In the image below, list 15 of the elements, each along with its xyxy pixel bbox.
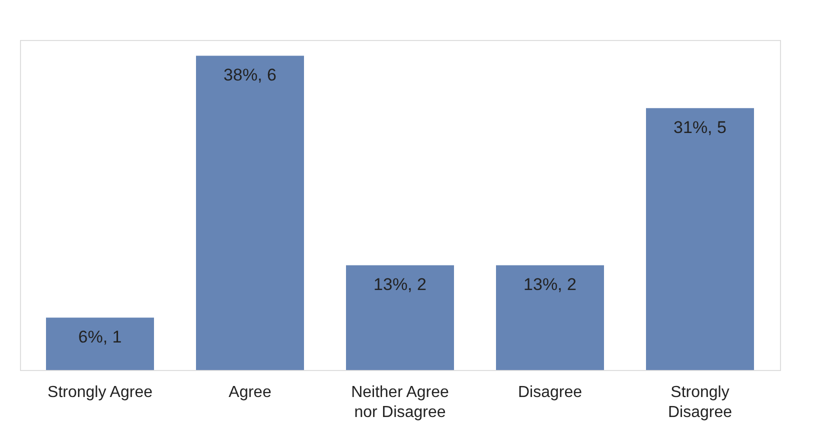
data-label: 38%, 6 [224,66,276,85]
x-tick-label: Disagree [518,384,582,401]
data-label: 13%, 2 [524,275,576,294]
data-label: 31%, 5 [674,118,726,138]
bar [196,56,304,370]
data-label: 6%, 1 [78,328,122,347]
x-tick-label: Agree [228,384,272,401]
bar [496,265,604,370]
x-tick-label: Strongly Disagree [668,384,732,421]
bar [46,318,154,370]
bar [646,108,754,370]
x-tick-label: Strongly Agree [48,384,153,401]
x-tick-label: Neither Agree nor Disagree [351,384,450,421]
data-label: 13%, 2 [374,275,426,294]
bar [346,265,454,370]
